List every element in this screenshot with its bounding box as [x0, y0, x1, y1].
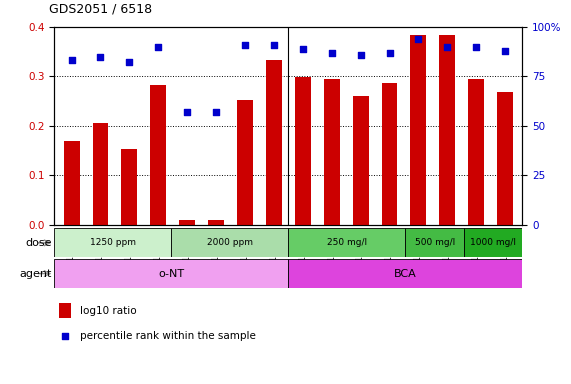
- Bar: [288, 228, 405, 257]
- Point: [211, 109, 220, 115]
- Text: 250 mg/l: 250 mg/l: [327, 238, 367, 247]
- Bar: [295, 77, 311, 225]
- Bar: [288, 259, 522, 288]
- Bar: [59, 303, 71, 318]
- Text: 1000 mg/l: 1000 mg/l: [470, 238, 516, 247]
- Point: [443, 43, 452, 50]
- Point: [385, 50, 394, 56]
- Text: o-NT: o-NT: [158, 268, 184, 279]
- Point: [298, 46, 307, 52]
- Bar: [150, 85, 166, 225]
- Bar: [405, 228, 464, 257]
- Text: 2000 ppm: 2000 ppm: [207, 238, 253, 247]
- Bar: [411, 35, 427, 225]
- Text: 1250 ppm: 1250 ppm: [90, 238, 136, 247]
- Point: [125, 60, 134, 66]
- Text: GDS2051 / 6518: GDS2051 / 6518: [49, 2, 152, 15]
- Bar: [324, 79, 340, 225]
- Bar: [208, 220, 224, 225]
- Bar: [54, 259, 288, 288]
- Bar: [54, 228, 171, 257]
- Bar: [381, 83, 397, 225]
- Point: [501, 48, 510, 54]
- Bar: [93, 123, 108, 225]
- Bar: [353, 96, 368, 225]
- Bar: [63, 141, 79, 225]
- Point: [61, 333, 70, 339]
- Point: [472, 43, 481, 50]
- Point: [270, 41, 279, 48]
- Text: BCA: BCA: [394, 268, 417, 279]
- Text: 500 mg/l: 500 mg/l: [415, 238, 455, 247]
- Text: agent: agent: [19, 268, 51, 279]
- Bar: [497, 92, 513, 225]
- Point: [96, 53, 105, 60]
- Point: [414, 36, 423, 42]
- Bar: [171, 228, 288, 257]
- Point: [154, 43, 163, 50]
- Text: log10 ratio: log10 ratio: [80, 306, 136, 316]
- Bar: [237, 100, 253, 225]
- Point: [240, 41, 250, 48]
- Bar: [179, 220, 195, 225]
- Point: [327, 50, 336, 56]
- Bar: [439, 35, 455, 225]
- Point: [356, 51, 365, 58]
- Point: [183, 109, 192, 115]
- Bar: [122, 149, 138, 225]
- Bar: [266, 60, 282, 225]
- Point: [67, 58, 76, 64]
- Text: dose: dose: [25, 238, 51, 248]
- Bar: [464, 228, 522, 257]
- Text: percentile rank within the sample: percentile rank within the sample: [80, 331, 256, 341]
- Bar: [468, 79, 484, 225]
